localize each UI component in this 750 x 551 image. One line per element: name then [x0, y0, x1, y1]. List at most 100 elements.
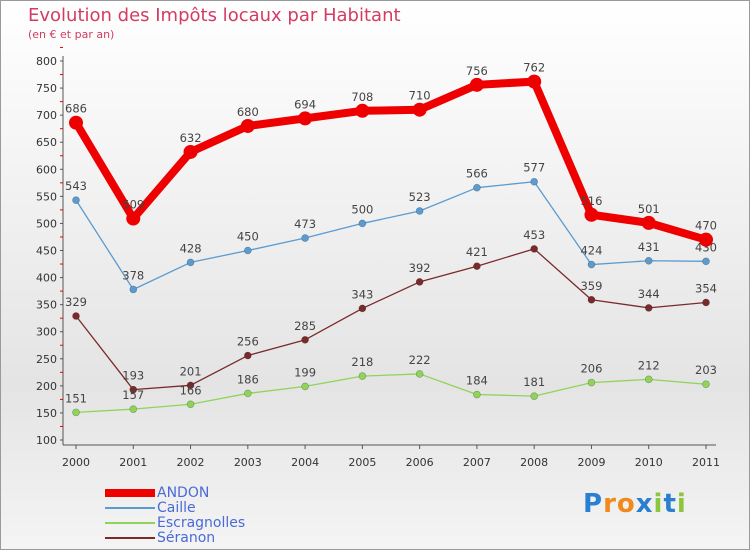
legend-item-séranon: Séranon	[105, 530, 215, 546]
data-point	[186, 258, 195, 267]
y-tick-label: 400	[36, 272, 57, 285]
chart-title: Evolution des Impôts locaux par Habitant	[28, 5, 401, 26]
y-tick-label: 300	[36, 326, 57, 339]
data-label: 193	[122, 369, 144, 383]
data-point	[641, 215, 656, 230]
data-label: 354	[695, 281, 717, 295]
data-label: 203	[695, 363, 717, 377]
data-point	[530, 245, 538, 253]
data-label: 359	[580, 279, 602, 293]
legend-swatch	[105, 537, 155, 539]
data-point	[244, 389, 252, 398]
series-line-andon	[72, 77, 708, 244]
data-point	[473, 183, 481, 192]
data-point	[301, 336, 309, 344]
x-tick-label: 2011	[692, 456, 720, 469]
x-tick-label: 2010	[635, 456, 663, 469]
data-point	[473, 390, 481, 399]
data-point	[126, 211, 141, 226]
data-label: 378	[122, 268, 144, 282]
data-label: 470	[695, 219, 717, 233]
data-point	[415, 207, 424, 215]
legend-item-escragnolles: Escragnolles	[105, 515, 245, 531]
data-label: 392	[409, 261, 431, 275]
data-point	[644, 375, 653, 384]
series-line-escragnolles	[75, 373, 707, 414]
data-label: 431	[638, 240, 660, 254]
data-point	[530, 392, 538, 400]
proxiti-logo: Proxiti	[583, 489, 687, 519]
data-label: 501	[638, 202, 660, 216]
data-label: 708	[351, 90, 373, 104]
x-tick-label: 2003	[234, 456, 262, 469]
y-tick-label: 700	[36, 109, 57, 122]
data-label: 424	[580, 244, 602, 258]
data-label: 543	[65, 179, 87, 193]
data-label: 509	[122, 198, 144, 212]
data-point	[587, 295, 596, 304]
data-point	[244, 246, 252, 255]
x-tick-label: 2001	[119, 456, 147, 469]
series-line-séranon	[75, 248, 707, 391]
data-point	[415, 278, 424, 286]
data-label: 218	[351, 355, 373, 369]
data-label: 206	[580, 362, 602, 376]
data-point	[183, 144, 198, 159]
x-tick-label: 2006	[406, 456, 434, 469]
data-label: 756	[466, 64, 488, 78]
data-label: 686	[65, 102, 87, 116]
legend-label: Escragnolles	[157, 515, 246, 531]
y-tick-label: 250	[36, 353, 57, 366]
data-label: 222	[409, 353, 431, 367]
chart-subtitle: (en € et par an)	[28, 28, 115, 41]
x-tick-label: 2004	[291, 456, 319, 469]
data-label: 151	[65, 391, 87, 405]
data-point	[702, 380, 710, 389]
data-label: 285	[294, 319, 316, 333]
y-tick-label: 600	[36, 163, 57, 176]
data-point	[69, 115, 83, 130]
data-point	[699, 232, 713, 247]
data-point	[240, 118, 255, 133]
data-label: 157	[122, 388, 144, 402]
data-label: 500	[351, 202, 373, 216]
data-label: 344	[638, 287, 660, 301]
y-tick-label: 750	[36, 82, 57, 95]
data-label: 473	[294, 217, 316, 231]
y-tick-label: 500	[36, 217, 57, 230]
data-label: 421	[466, 245, 488, 259]
x-tick-label: 2002	[177, 456, 205, 469]
data-point	[702, 257, 710, 266]
data-point	[358, 304, 367, 313]
data-point	[72, 408, 80, 417]
series-line-caille	[75, 181, 707, 291]
data-point	[129, 285, 138, 294]
data-point	[358, 372, 367, 380]
data-label: 632	[180, 131, 202, 145]
legend-label: Séranon	[157, 530, 216, 546]
data-label: 453	[523, 228, 545, 242]
data-point	[72, 196, 80, 204]
data-label: 186	[237, 372, 259, 386]
data-point	[412, 102, 427, 117]
data-point	[530, 177, 538, 186]
x-tick-label: 2007	[463, 456, 491, 469]
data-label: 256	[237, 335, 259, 349]
data-point	[584, 207, 599, 222]
data-point	[415, 370, 424, 378]
data-label: 566	[466, 167, 488, 181]
data-point	[473, 262, 481, 271]
data-point	[129, 405, 138, 413]
data-point	[527, 74, 542, 89]
data-label: 428	[180, 241, 202, 255]
data-label: 680	[237, 105, 259, 119]
legend-item-caille: Caille	[105, 500, 196, 516]
data-point	[644, 304, 653, 312]
legend-swatch	[105, 522, 155, 524]
data-label: 516	[580, 194, 602, 208]
data-label: 212	[638, 358, 660, 372]
data-point	[587, 260, 596, 269]
x-tick-label: 2008	[520, 456, 548, 469]
